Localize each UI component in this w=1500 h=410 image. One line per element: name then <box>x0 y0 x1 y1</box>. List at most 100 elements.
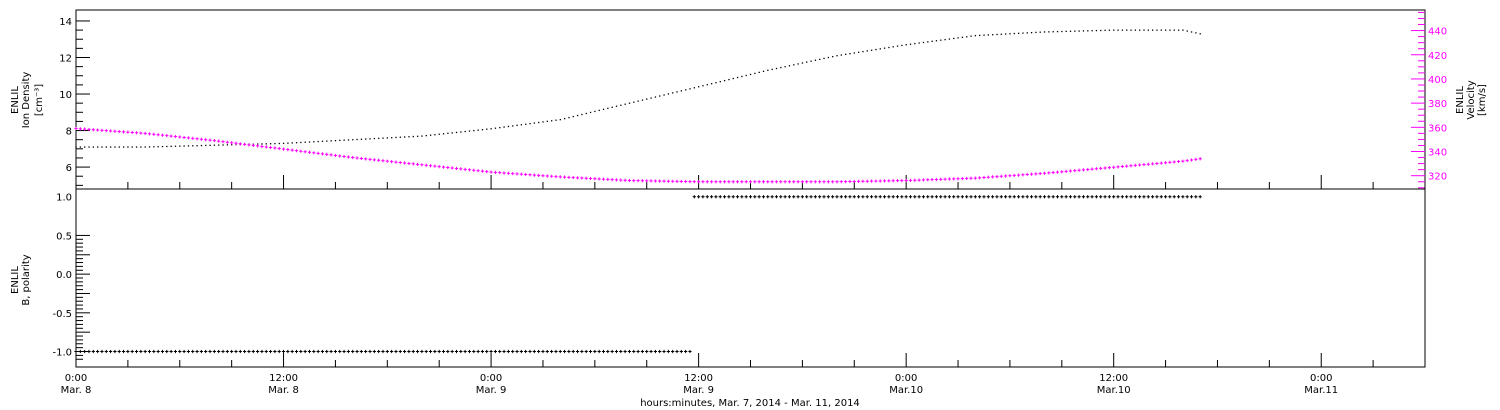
velocity-point <box>878 179 882 183</box>
velocity-point <box>800 180 804 184</box>
velocity-point <box>394 160 398 164</box>
time-axis-title: hours:minutes, Mar. 7, 2014 - Mar. 11, 2… <box>640 398 860 409</box>
density-point <box>1065 30 1067 33</box>
density-point <box>901 44 903 47</box>
velocity-tick-label: 440 <box>1428 27 1447 38</box>
density-point <box>672 92 674 94</box>
density-point <box>213 144 216 146</box>
polarity-point <box>606 349 610 354</box>
polarity-point <box>238 349 242 354</box>
velocity-point <box>818 180 822 184</box>
velocity-axis-title-line-1: ENLIL <box>1455 86 1466 114</box>
velocity-point <box>917 178 921 182</box>
density-point <box>715 82 717 84</box>
density-point <box>719 80 721 83</box>
polarity-point <box>1159 195 1163 199</box>
velocity-point <box>139 131 143 135</box>
polarity-point <box>818 195 822 199</box>
polarity-point <box>666 349 670 354</box>
density-point <box>914 42 916 45</box>
polarity-point <box>91 349 95 354</box>
density-point <box>749 73 752 76</box>
density-tick-label: 8 <box>66 127 72 138</box>
velocity-point <box>191 136 195 140</box>
velocity-tick-label: 420 <box>1428 51 1447 62</box>
velocity-point <box>156 133 160 137</box>
density-point <box>589 111 592 114</box>
velocity-point <box>221 140 225 144</box>
polarity-point <box>502 349 506 354</box>
density-point <box>1177 29 1180 31</box>
velocity-point <box>1163 161 1168 165</box>
velocity-point <box>688 179 692 184</box>
polarity-point <box>874 195 878 199</box>
velocity-point <box>692 180 696 184</box>
velocity-point <box>519 172 523 176</box>
polarity-point <box>134 349 139 354</box>
density-point <box>269 143 272 145</box>
velocity-point <box>554 175 558 179</box>
polarity-point <box>420 349 424 354</box>
density-point <box>1130 29 1132 31</box>
density-point <box>1082 30 1085 32</box>
density-point <box>321 140 324 142</box>
polarity-point <box>217 349 221 354</box>
density-axis-title: ENLIL Ion Density [cm⁻³] <box>10 72 45 129</box>
density-point <box>576 114 579 117</box>
velocity-point <box>757 180 761 184</box>
density-point <box>845 53 847 55</box>
density-point <box>503 126 505 128</box>
velocity-point <box>498 171 502 175</box>
density-point <box>832 55 834 58</box>
density-point <box>464 130 466 133</box>
density-point <box>1134 29 1137 31</box>
time-tick-label: 12:00 <box>684 373 713 384</box>
density-point <box>1056 30 1059 33</box>
velocity-point <box>485 170 489 174</box>
polarity-point <box>147 349 152 354</box>
polarity-point <box>424 349 428 354</box>
polarity-point <box>204 349 208 354</box>
velocity-point <box>744 180 748 184</box>
density-point <box>382 137 384 139</box>
density-point <box>602 108 605 111</box>
polarity-point <box>346 349 350 354</box>
polarity-point <box>281 349 286 354</box>
velocity-point <box>424 163 428 167</box>
velocity-point <box>1094 167 1098 171</box>
velocity-point <box>355 156 359 160</box>
time-tick-label: 12:00 <box>269 373 298 384</box>
velocity-point <box>104 129 108 133</box>
density-point <box>819 58 821 61</box>
velocity-point <box>783 180 787 184</box>
polarity-axis-title-line-1: ENLIL <box>10 266 21 294</box>
velocity-point <box>753 180 757 184</box>
density-point <box>849 53 851 55</box>
velocity-point <box>895 179 900 183</box>
polarity-point <box>709 195 714 199</box>
velocity-point <box>467 168 472 172</box>
polarity-point <box>1116 195 1120 199</box>
density-point <box>888 46 890 49</box>
velocity-point <box>212 139 216 143</box>
polarity-point <box>234 349 238 354</box>
polarity-point <box>312 349 316 354</box>
velocity-point <box>580 176 584 180</box>
polarity-point <box>1021 195 1025 199</box>
polarity-point <box>662 349 666 354</box>
velocity-point <box>385 159 389 163</box>
polarity-point <box>636 349 640 354</box>
polarity-point <box>792 195 796 199</box>
velocity-point <box>943 177 947 181</box>
polarity-point <box>100 349 104 354</box>
polarity-point <box>433 349 437 354</box>
polarity-point <box>195 349 199 354</box>
velocity-point <box>476 169 480 173</box>
velocity-point <box>649 179 653 183</box>
polarity-point <box>143 349 147 354</box>
velocity-point <box>558 175 562 179</box>
velocity-point <box>532 173 536 177</box>
density-point <box>810 60 812 62</box>
density-point <box>698 86 700 88</box>
